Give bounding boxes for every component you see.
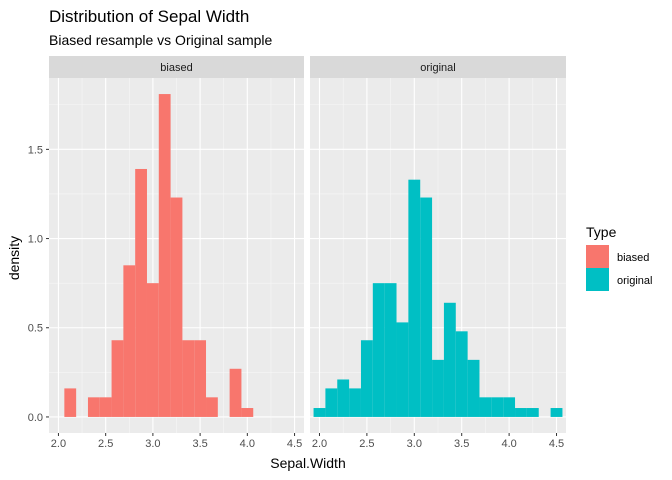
histogram-bar — [146, 283, 159, 417]
x-tick-label: 3.0 — [407, 438, 422, 450]
histogram-bar — [550, 408, 563, 417]
histogram-bar — [420, 197, 433, 417]
histogram-bar — [384, 283, 397, 417]
x-tick-label: 2.0 — [51, 438, 66, 450]
histogram-bar — [479, 397, 492, 417]
histogram-bar — [349, 388, 361, 417]
histogram-bar — [503, 397, 516, 417]
x-tick-label: 2.5 — [359, 438, 374, 450]
histogram-bar — [194, 340, 207, 417]
histogram-bar — [491, 397, 504, 417]
histogram-bar — [135, 168, 147, 417]
histogram-bar — [337, 379, 350, 417]
histogram-bar — [313, 408, 326, 417]
x-tick-label: 4.0 — [501, 438, 516, 450]
facet-panel-biased: biased 2.0 2.5 3.0 3.5 4.0 4.5 0.0 0.5 1.0 1.5 — [28, 56, 304, 450]
histogram-bar — [325, 388, 338, 417]
y-axis-title: density — [6, 236, 22, 280]
legend-key-original — [586, 268, 609, 291]
chart-title: Distribution of Sepal Width — [49, 7, 249, 26]
histogram-bar — [443, 302, 456, 417]
facet-strip-label: original — [420, 62, 455, 74]
legend-title: Type — [586, 224, 617, 240]
histogram-bar — [99, 397, 112, 417]
histogram-bar — [229, 368, 242, 417]
histogram-bar — [182, 340, 195, 417]
y-tick-label: 1.5 — [28, 144, 43, 156]
histogram-bar — [87, 397, 100, 417]
histogram-bar — [432, 359, 444, 417]
x-tick-label: 3.0 — [145, 438, 160, 450]
legend-label-original: original — [617, 275, 652, 287]
histogram-bar — [360, 340, 373, 417]
facet-strip-label: biased — [160, 62, 192, 74]
histogram-bar — [241, 408, 254, 417]
facet-strip — [49, 56, 304, 78]
legend: Type biased original — [586, 224, 652, 291]
y-tick-label: 0.0 — [28, 412, 43, 424]
x-tick-label: 2.0 — [312, 438, 327, 450]
histogram-bar — [408, 179, 421, 417]
histogram-bar — [526, 408, 539, 417]
chart-subtitle: Biased resample vs Original sample — [49, 32, 273, 48]
histogram-bar — [372, 283, 385, 417]
legend-label-biased: biased — [617, 252, 649, 264]
x-tick-label: 2.5 — [98, 438, 113, 450]
histogram-bar — [123, 265, 136, 417]
x-tick-label: 4.0 — [240, 438, 255, 450]
x-tick-label: 3.5 — [454, 438, 469, 450]
facet-panel-original: original 2.0 2.5 3.0 3.5 4.0 4.5 — [310, 56, 566, 450]
facet-panels: biased 2.0 2.5 3.0 3.5 4.0 4.5 0.0 0.5 1.0 1.5 orig… — [28, 56, 566, 450]
y-tick-label: 0.5 — [28, 323, 43, 335]
legend-key-biased — [586, 245, 609, 268]
histogram-bar — [467, 359, 480, 417]
histogram-bar — [158, 94, 171, 417]
x-axis-title: Sepal.Width — [270, 455, 345, 471]
histogram-bar — [170, 197, 183, 417]
histogram-bar — [64, 388, 77, 417]
histogram-bar — [396, 322, 409, 417]
x-tick-label: 3.5 — [192, 438, 207, 450]
histogram-bar — [111, 340, 124, 417]
histogram-bar — [206, 397, 218, 417]
histogram-bar — [455, 331, 468, 417]
histogram-bar — [515, 408, 527, 417]
facet-strip — [310, 56, 566, 78]
x-tick-label: 4.5 — [287, 438, 302, 450]
y-tick-label: 1.0 — [28, 234, 43, 246]
x-tick-label: 4.5 — [549, 438, 564, 450]
